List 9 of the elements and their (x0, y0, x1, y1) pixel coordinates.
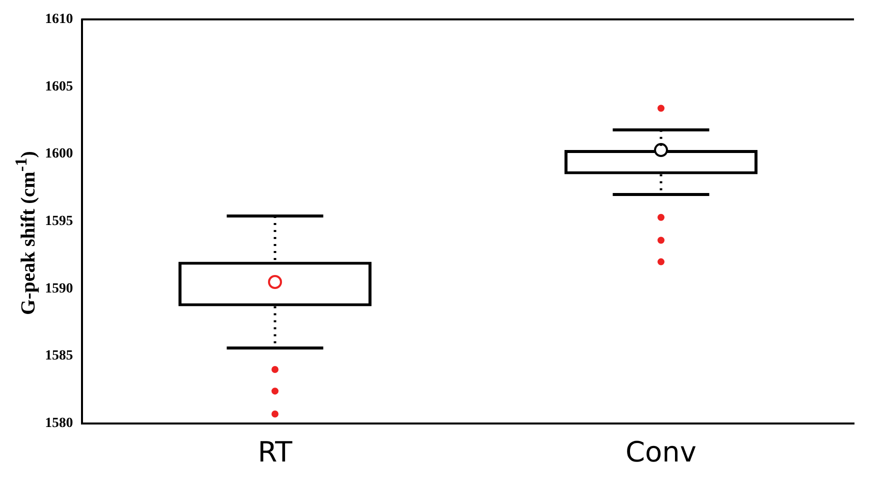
y-tick-label: 1610 (45, 12, 73, 28)
x-tick-label: Conv (626, 435, 696, 468)
y-tick-label: 1595 (45, 214, 73, 230)
y-tick-label: 1600 (45, 146, 73, 162)
y-tick-label: 1580 (45, 416, 73, 432)
y-tick-label: 1585 (45, 348, 73, 364)
x-tick-label: RT (258, 435, 294, 468)
y-tick-label: 1590 (45, 281, 73, 296)
y-tick-label: 1605 (45, 79, 73, 94)
